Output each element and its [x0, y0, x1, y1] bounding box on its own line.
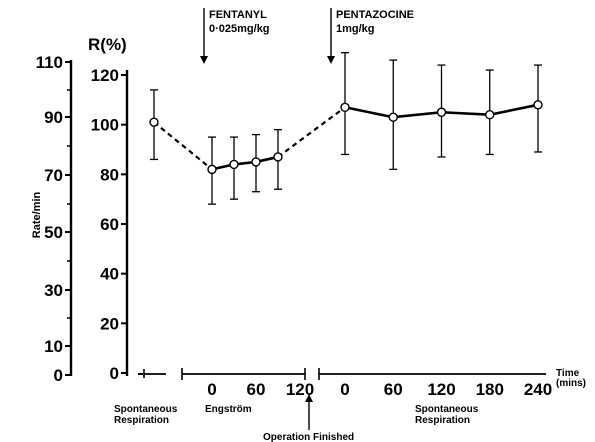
- r-tick-label: 40: [100, 265, 119, 284]
- annotations-group: FENTANYL 0·025mg/kg PENTAZOCINE 1mg/kg Opera…: [200, 8, 414, 442]
- r-axis-label: R(%): [88, 35, 127, 54]
- r-tick-label: 120: [91, 66, 119, 85]
- r-tick-label: 80: [100, 165, 119, 184]
- data-point: [485, 110, 495, 120]
- rate-tick-label: 50: [44, 223, 63, 242]
- fentanyl-annotation: FENTANYL 0·025mg/kg: [209, 9, 270, 35]
- data-point: [273, 152, 283, 162]
- rate-tick-label: 70: [44, 166, 63, 185]
- r-tick-label: 100: [91, 116, 119, 135]
- rate-tick-label: 30: [44, 281, 63, 300]
- rate-tick-label: 90: [44, 108, 63, 127]
- fentanyl-arrow-head: [200, 56, 208, 64]
- data-point: [207, 164, 217, 175]
- rate-axis-label: Rate/min: [31, 191, 43, 238]
- rate-tick-label: 10: [44, 337, 63, 356]
- series-line-dashed: [277, 106, 346, 158]
- x-segment-label: Engström: [205, 404, 252, 415]
- pentazocine-arrow-head: [327, 56, 335, 64]
- data-point: [340, 102, 350, 112]
- data-point: [149, 117, 159, 127]
- data-point: [436, 107, 447, 117]
- operation-arrow-head: [305, 394, 313, 402]
- pentazocine-annotation: PENTAZOCINE 1mg/kg: [336, 9, 414, 35]
- x-tick-label: 120: [286, 380, 314, 399]
- series-group: [149, 52, 543, 205]
- x-segment-label: Spontaneous Respiration: [114, 404, 178, 426]
- data-point: [251, 157, 261, 167]
- data-point: [229, 159, 239, 170]
- tick-labels-group: 11090705030100Rate/min120100806040200R(%…: [31, 35, 586, 426]
- rate-tick-label: 0: [54, 366, 63, 385]
- series-line-solid: [211, 155, 279, 171]
- x-tick-label: 180: [476, 380, 504, 399]
- x-tick-label: 60: [247, 380, 266, 399]
- r-tick-label: 0: [110, 364, 119, 383]
- data-point: [533, 100, 543, 110]
- r-tick-label: 60: [100, 215, 119, 234]
- x-tick-label: 60: [384, 380, 403, 399]
- data-point: [388, 112, 398, 122]
- rate-tick-label: 110: [36, 53, 63, 72]
- series-line-dashed: [153, 121, 213, 171]
- r-tick-label: 20: [100, 314, 119, 333]
- x-tick-label: 240: [524, 380, 552, 399]
- x-segment-label: Spontaneous Respiration: [415, 404, 479, 426]
- x-tick-label: 0: [340, 380, 349, 399]
- x-axis-label: Time (mins): [556, 368, 586, 389]
- x-tick-label: 120: [427, 380, 455, 399]
- axes-group: [65, 60, 546, 380]
- x-tick-label: 0: [207, 380, 216, 399]
- operation-annotation: Operation Finished: [263, 432, 354, 442]
